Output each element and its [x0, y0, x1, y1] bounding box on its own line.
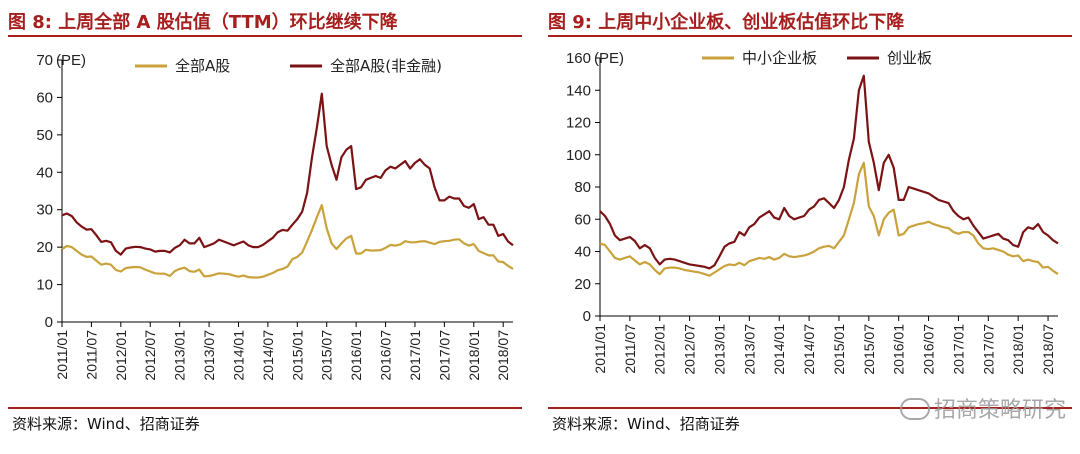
- x-tick-label: 2014/01: [230, 330, 246, 381]
- y-tick-label: 160: [566, 50, 591, 67]
- x-tick-label: 2017/07: [980, 324, 996, 375]
- x-tick-label: 2012/07: [682, 324, 698, 375]
- series-line-1: [61, 92, 514, 256]
- y-tick-label: 0: [583, 308, 591, 325]
- watermark-text: 招商策略研究: [933, 398, 1066, 423]
- y-tick-label: 20: [574, 276, 591, 293]
- x-tick-label: 2018/07: [1040, 324, 1056, 375]
- x-tick-label: 2014/07: [801, 324, 817, 375]
- x-tick-label: 2018/07: [495, 330, 511, 381]
- y-tick-label: 50: [36, 127, 53, 144]
- y-tick-label: 20: [36, 239, 53, 256]
- source-note: 资料来源：Wind、招商证券: [552, 415, 740, 433]
- x-tick-label: 2016/01: [348, 330, 364, 381]
- line-chart-sme-chinext: 0 20 40 60 80 100 120 140 160 (PE) 2011/01 2011/07 2…: [566, 49, 1059, 375]
- x-tick-label: 2016/01: [891, 324, 907, 375]
- y-tick-label: 70: [36, 52, 53, 69]
- source-note: 资料来源：Wind、招商证券: [12, 415, 200, 433]
- source-rule: [548, 407, 1072, 409]
- title-rule: [8, 35, 522, 37]
- y-tick-label: 10: [36, 277, 53, 294]
- x-tick-label: 2011/01: [54, 330, 70, 380]
- line-chart-all-a-shares: 0 10 20 30 40 50 60 70 (PE) 2011/01 2011/07 2012/01…: [36, 52, 514, 381]
- x-tick-label: 2016/07: [921, 324, 937, 375]
- y-tick-label: 80: [574, 179, 591, 196]
- legend-label: 创业板: [887, 49, 932, 67]
- x-tick-label: 2014/01: [771, 324, 787, 375]
- x-tick-label: 2011/01: [592, 324, 608, 374]
- x-tick-label: 2018/01: [466, 330, 482, 381]
- legend-label: 中小企业板: [742, 49, 817, 67]
- y-tick-label: 100: [566, 147, 591, 164]
- x-tick-label: 2013/01: [172, 330, 188, 381]
- y-tick-label: 40: [36, 164, 53, 181]
- x-tick-label: 2017/01: [950, 324, 966, 375]
- y-tick-label: 140: [566, 82, 591, 99]
- y-tick-label: 60: [36, 89, 53, 106]
- x-tick-label: 2013/07: [741, 324, 757, 375]
- x-tick-label: 2011/07: [622, 324, 638, 374]
- chart-panel-left: 图 8: 上周全部 A 股估值（TTM）环比继续下降 0 10 20 30 40 50 60…: [0, 0, 530, 454]
- title-rule: [548, 35, 1072, 37]
- figure-title: 图 9: 上周中小企业板、创业板估值环比下降: [548, 12, 905, 33]
- x-tick-label: 2014/07: [260, 330, 276, 381]
- y-axis-unit: (PE): [56, 52, 86, 69]
- x-tick-label: 2012/01: [113, 330, 129, 381]
- x-tick-label: 2012/07: [142, 330, 158, 381]
- x-tick-label: 2015/07: [319, 330, 335, 381]
- y-tick-label: 120: [566, 115, 591, 132]
- wechat-icon: [899, 398, 930, 420]
- x-tick-label: 2015/01: [831, 324, 847, 375]
- legend-label: 全部A股(非金融): [330, 57, 442, 75]
- series-line-0: [599, 161, 1059, 277]
- x-tick-label: 2015/01: [289, 330, 305, 381]
- figure-title: 图 8: 上周全部 A 股估值（TTM）环比继续下降: [8, 12, 398, 33]
- legend-label: 全部A股: [175, 57, 230, 75]
- x-tick-label: 2017/07: [436, 330, 452, 381]
- y-tick-label: 40: [574, 244, 591, 261]
- chart-panel-right: 图 9: 上周中小企业板、创业板估值环比下降 0 20 40 60 80 100 120 14…: [540, 0, 1080, 454]
- x-tick-label: 2013/07: [201, 330, 217, 381]
- x-tick-label: 2015/07: [861, 324, 877, 375]
- x-tick-label: 2016/07: [378, 330, 394, 381]
- y-tick-label: 60: [574, 211, 591, 228]
- x-tick-label: 2011/07: [83, 330, 99, 380]
- series-line-0: [61, 204, 514, 279]
- y-tick-label: 0: [45, 314, 53, 331]
- x-tick-label: 2013/01: [711, 324, 727, 375]
- source-rule: [8, 407, 522, 409]
- x-tick-label: 2012/01: [652, 324, 668, 375]
- x-tick-label: 2017/01: [407, 330, 423, 381]
- y-axis-unit: (PE): [594, 50, 624, 67]
- x-tick-label: 2018/01: [1010, 324, 1026, 375]
- series-line-1: [599, 74, 1059, 270]
- watermark: 招商策略研究: [899, 392, 1066, 424]
- y-tick-label: 30: [36, 202, 53, 219]
